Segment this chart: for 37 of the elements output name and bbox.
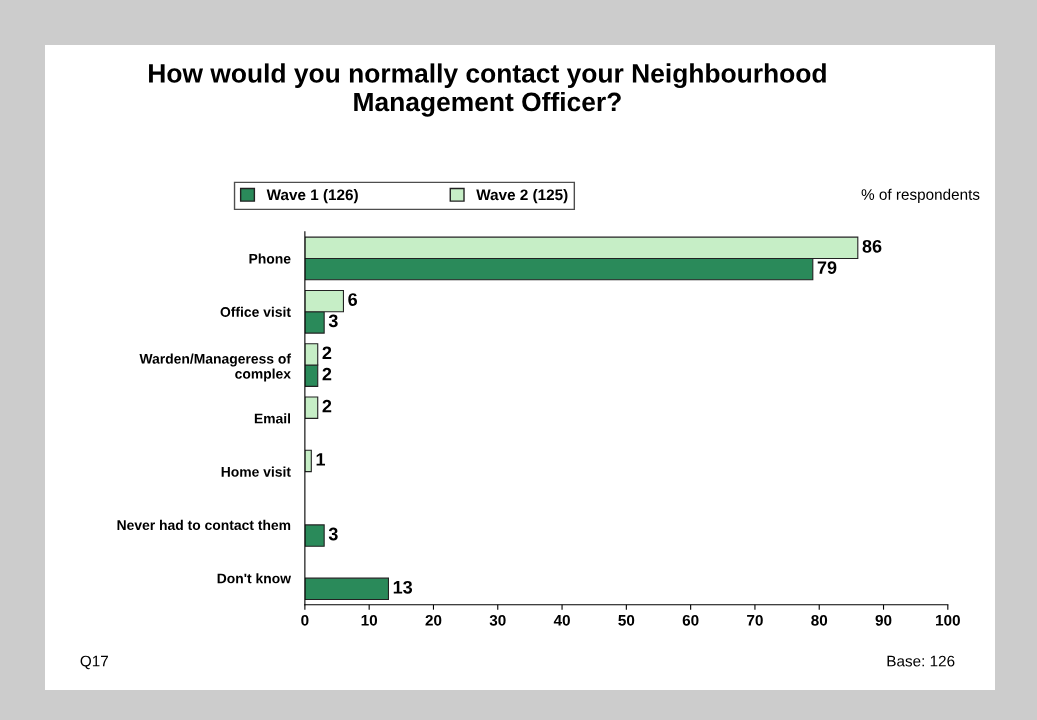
data-label: 13 [393,580,413,594]
bar [304,524,325,547]
data-label: 3 [328,314,338,328]
data-label: 3 [328,527,338,541]
text: % of respondents [861,188,980,203]
x-tick-label: 60 [682,614,699,626]
data-label: 86 [862,239,882,253]
y-tick-label: Office visit [220,306,291,317]
data-label: 79 [817,261,837,274]
text: Q17 [80,655,108,670]
y-tick-label: Don't know [217,573,292,584]
data-label: 2 [322,346,332,360]
x-tick-label: 20 [425,614,442,626]
data-label: 1 [316,453,326,466]
data-label: 2 [322,399,332,413]
y-tick-label: Never had to contact them [117,519,291,531]
data-label: 6 [348,293,358,306]
y-tick-label: Warden/Manageress of complex [139,353,292,382]
x-tick-label: 100 [936,614,960,626]
y-tick-label: Email [254,413,291,424]
legend-label: Wave 1 (126) [266,188,358,204]
bar [304,396,319,419]
text: Base: 126 [887,655,955,667]
x-tick-label: 0 [301,614,309,626]
y-tick-label: Phone [249,253,291,264]
x-tick-label: 10 [361,614,378,626]
data-label: 2 [322,367,332,381]
x-tick-label: 50 [618,614,635,626]
x-tick-label: 40 [553,614,570,626]
bar [304,577,390,601]
x-tick-label: 80 [811,614,828,626]
x-tick-label: 90 [875,614,892,626]
legend-label: Wave 2 (125) [476,188,568,204]
chart-title: How would you normally contact your Neighbourhood Management Officer? [149,63,826,117]
x-tick-label: 30 [489,614,506,626]
x-tick-label: 70 [747,614,763,626]
y-tick-label: Home visit [221,466,291,477]
